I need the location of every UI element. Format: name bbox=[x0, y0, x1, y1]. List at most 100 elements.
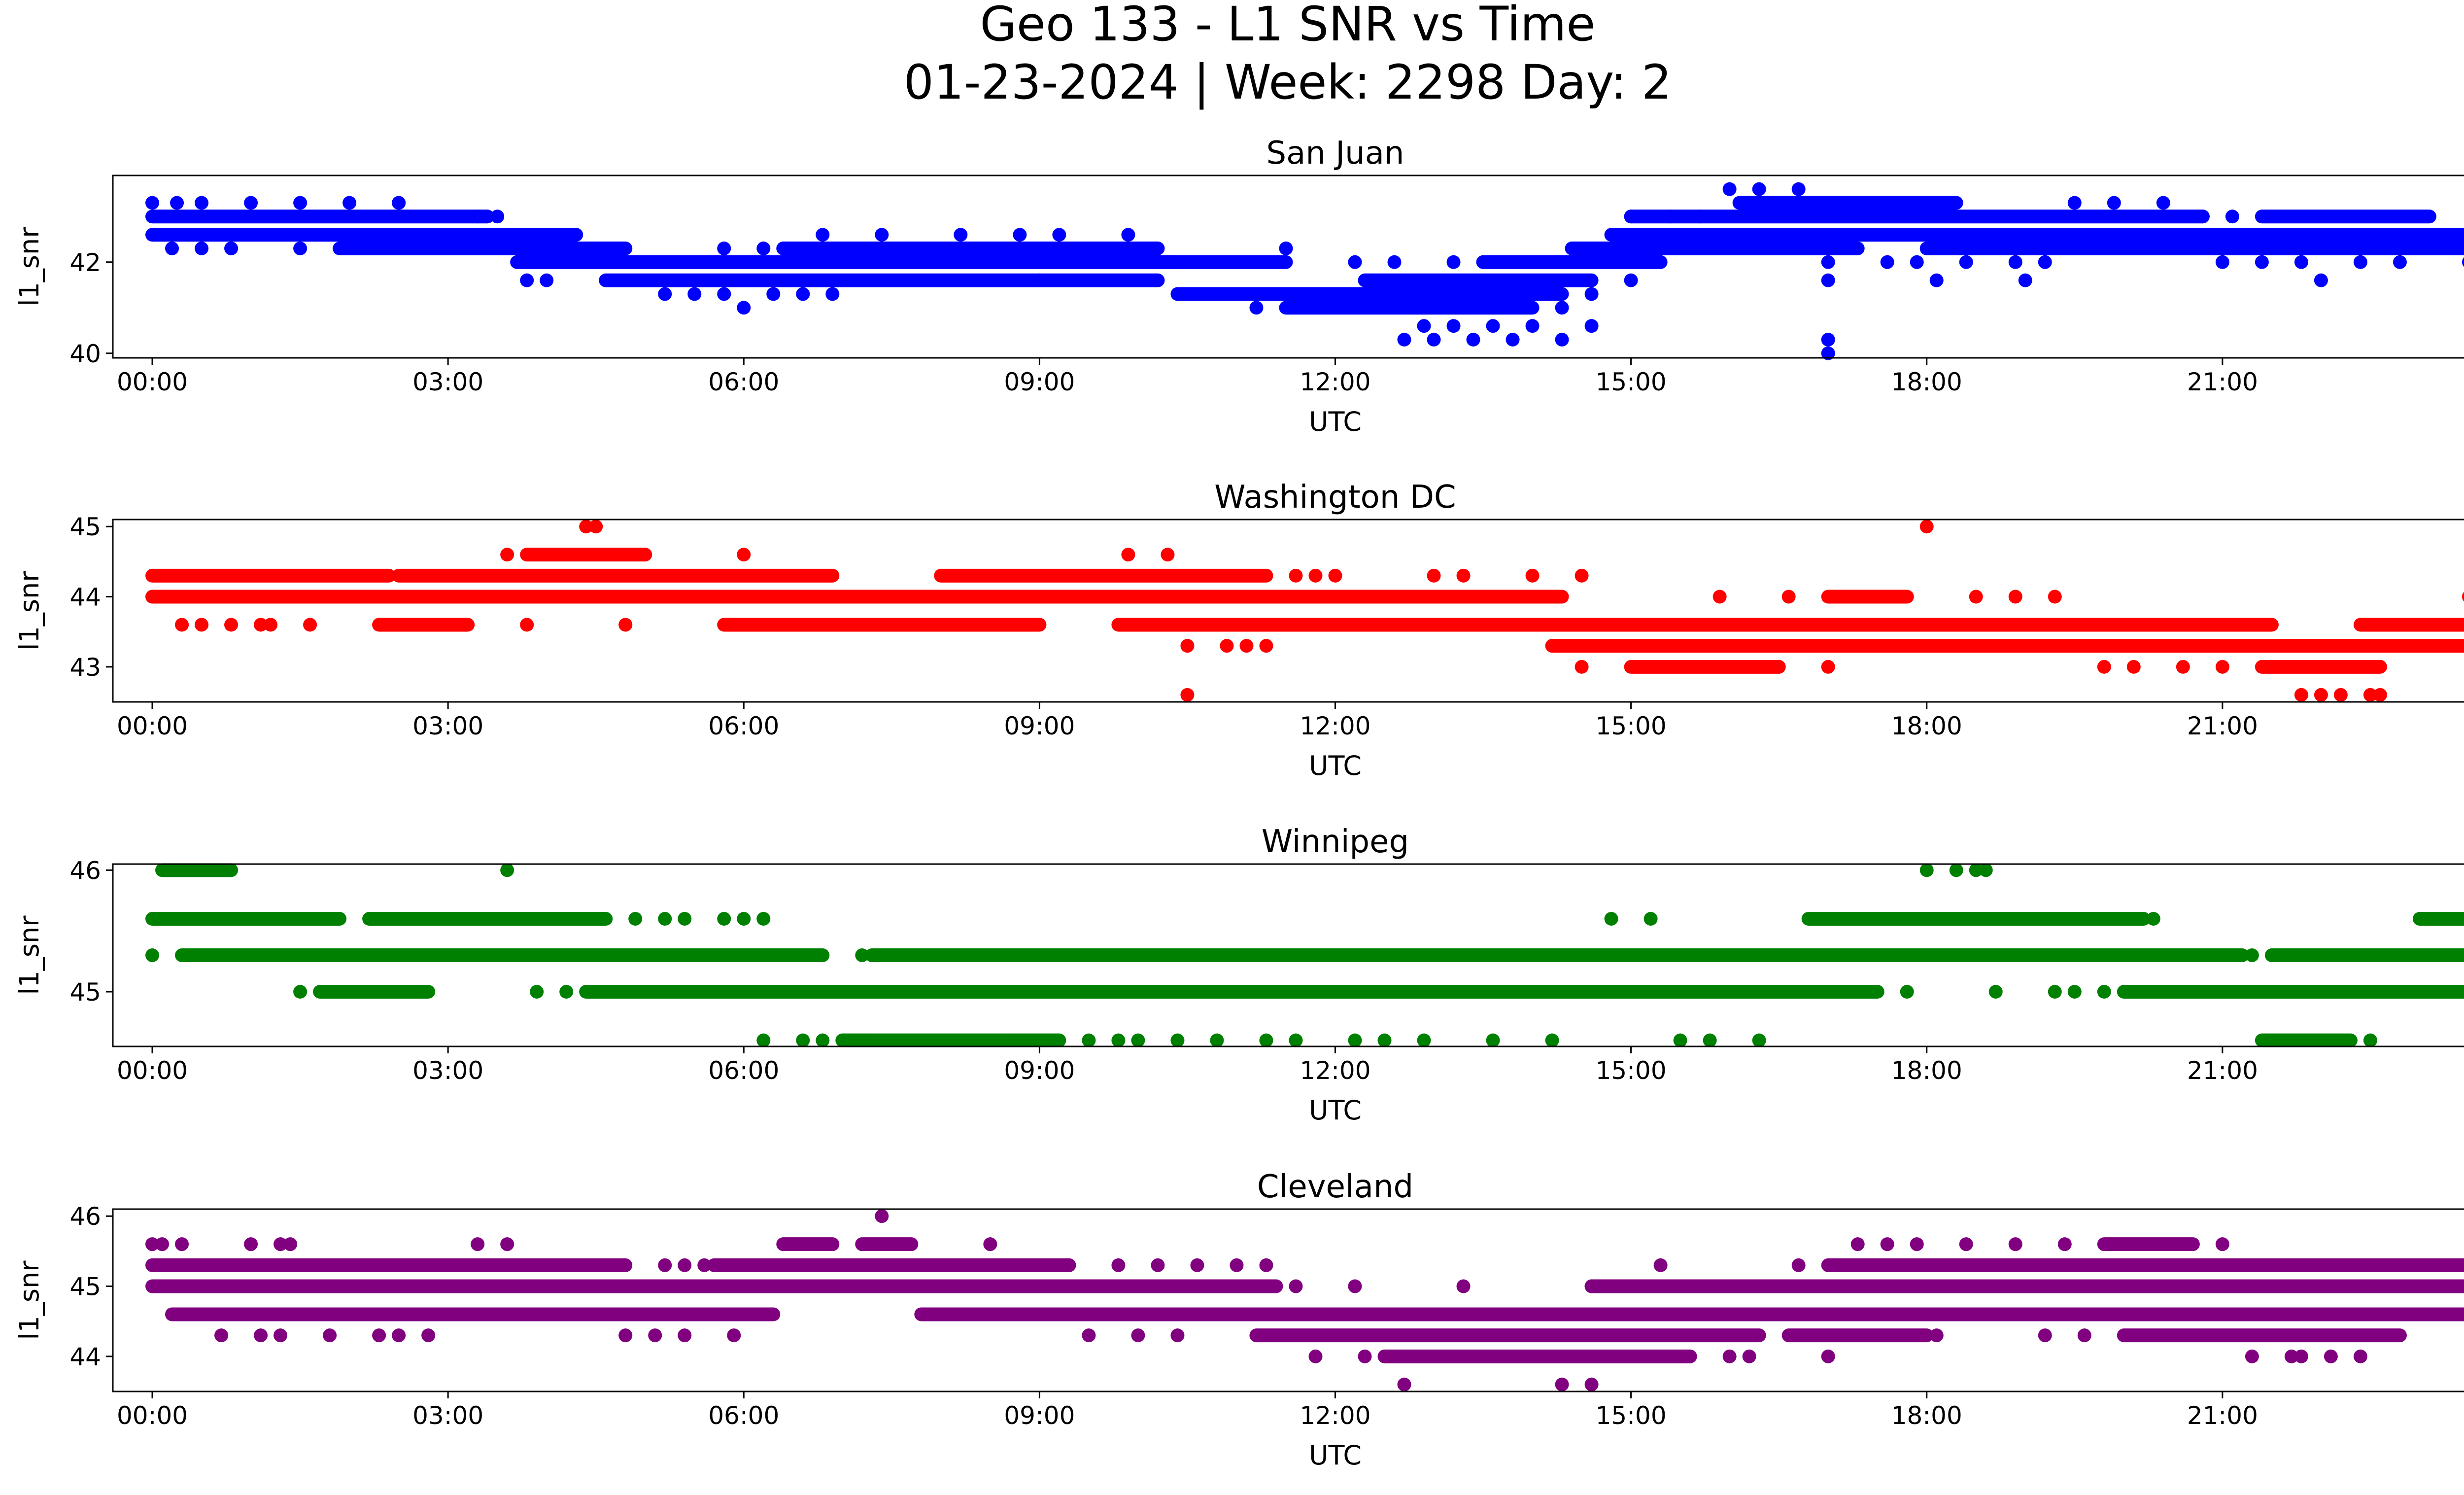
data-point bbox=[658, 287, 672, 301]
data-point bbox=[1259, 639, 1273, 653]
data-band bbox=[599, 273, 1165, 287]
data-point bbox=[2363, 688, 2377, 702]
data-point bbox=[1949, 863, 1963, 877]
data-point bbox=[1308, 1349, 1323, 1363]
data-point bbox=[1910, 1237, 1924, 1252]
data-band bbox=[392, 568, 840, 583]
data-point bbox=[1397, 1377, 1411, 1391]
data-point bbox=[628, 912, 643, 926]
data-point bbox=[855, 948, 869, 962]
data-point bbox=[1259, 1258, 1273, 1272]
data-point bbox=[520, 273, 534, 287]
data-point bbox=[816, 1033, 830, 1047]
x-tick-label: 21:00 bbox=[2187, 1401, 2258, 1430]
data-point bbox=[1643, 912, 1658, 926]
data-band bbox=[1358, 273, 1599, 287]
x-tick-label: 18:00 bbox=[1891, 1056, 1962, 1085]
data-point bbox=[1555, 333, 1569, 347]
data-point bbox=[520, 618, 534, 632]
data-point bbox=[2462, 257, 2464, 267]
data-point bbox=[1082, 1033, 1096, 1047]
data-point bbox=[687, 287, 702, 301]
data-band bbox=[165, 1307, 781, 1321]
data-point bbox=[283, 1237, 298, 1252]
data-point bbox=[737, 912, 751, 926]
x-tick-label: 12:00 bbox=[1300, 712, 1370, 740]
data-point bbox=[796, 287, 810, 301]
data-point bbox=[293, 196, 308, 210]
data-point bbox=[1811, 242, 1825, 255]
data-point bbox=[1604, 912, 1618, 926]
x-tick-label: 15:00 bbox=[1596, 368, 1667, 396]
x-tick-label: 06:00 bbox=[708, 1056, 779, 1085]
data-point bbox=[1900, 985, 1914, 999]
data-point bbox=[1919, 863, 1934, 877]
data-point bbox=[1752, 1033, 1766, 1047]
x-tick-label: 12:00 bbox=[1300, 1401, 1370, 1430]
data-band bbox=[2353, 618, 2464, 632]
data-point bbox=[1190, 1258, 1204, 1272]
data-band bbox=[1604, 228, 2464, 242]
data-point bbox=[2294, 688, 2308, 702]
x-tick-label: 09:00 bbox=[1004, 1401, 1075, 1430]
data-point bbox=[1348, 1279, 1362, 1293]
y-tick-label: 46 bbox=[69, 1202, 101, 1231]
data-point bbox=[170, 196, 184, 210]
data-point bbox=[2373, 688, 2387, 702]
data-point bbox=[1584, 1377, 1599, 1391]
data-point bbox=[1979, 863, 1993, 877]
data-point bbox=[825, 287, 840, 301]
data-point bbox=[2215, 255, 2229, 269]
data-point bbox=[224, 618, 239, 632]
data-point bbox=[1624, 209, 1638, 224]
data-point bbox=[678, 1258, 692, 1272]
data-point bbox=[303, 618, 317, 632]
data-point bbox=[520, 242, 534, 255]
x-tick-label: 06:00 bbox=[708, 368, 779, 396]
data-point bbox=[1969, 590, 1983, 604]
data-point bbox=[2097, 660, 2111, 674]
data-point bbox=[145, 196, 160, 210]
data-point bbox=[658, 1258, 672, 1272]
data-point bbox=[1308, 568, 1323, 583]
data-point bbox=[2107, 196, 2121, 210]
data-point bbox=[1161, 548, 1175, 562]
data-point bbox=[2048, 590, 2062, 604]
data-band bbox=[1279, 301, 1540, 315]
x-tick-label: 21:00 bbox=[2187, 1056, 2258, 1085]
subplot-title: Winnipeg bbox=[1262, 824, 1409, 860]
data-point bbox=[1506, 333, 1520, 347]
data-point bbox=[1230, 1258, 1244, 1272]
data-point bbox=[274, 1328, 288, 1343]
data-point bbox=[2225, 209, 2239, 224]
data-point bbox=[1377, 1033, 1392, 1047]
data-point bbox=[500, 1237, 514, 1252]
data-point bbox=[1584, 287, 1599, 301]
data-point bbox=[175, 618, 189, 632]
data-point bbox=[490, 209, 505, 224]
data-band bbox=[2255, 1033, 2358, 1047]
data-point bbox=[1624, 273, 1638, 287]
data-point bbox=[2294, 255, 2308, 269]
data-point bbox=[1348, 1033, 1362, 1047]
data-point bbox=[2284, 1349, 2298, 1363]
x-tick-label: 21:00 bbox=[2187, 368, 2258, 396]
data-point bbox=[2176, 660, 2190, 674]
data-point bbox=[737, 301, 751, 315]
data-point bbox=[1082, 1328, 1096, 1343]
data-point bbox=[1693, 209, 1707, 224]
subplot-panels: San Juan 00:00 03:00 06:00 09:00 12:00 15:00 18… bbox=[14, 135, 2464, 1471]
data-point bbox=[155, 1237, 170, 1252]
data-point bbox=[756, 1033, 771, 1047]
data-point bbox=[1131, 1328, 1145, 1343]
data-band bbox=[2255, 660, 2387, 674]
data-point bbox=[1230, 287, 1244, 301]
data-point bbox=[2462, 591, 2464, 602]
data-point bbox=[1486, 319, 1500, 333]
data-point bbox=[1969, 863, 1983, 877]
data-point bbox=[796, 242, 810, 255]
series-points bbox=[145, 520, 2464, 702]
data-point bbox=[1752, 182, 1766, 196]
data-point bbox=[214, 1328, 229, 1343]
